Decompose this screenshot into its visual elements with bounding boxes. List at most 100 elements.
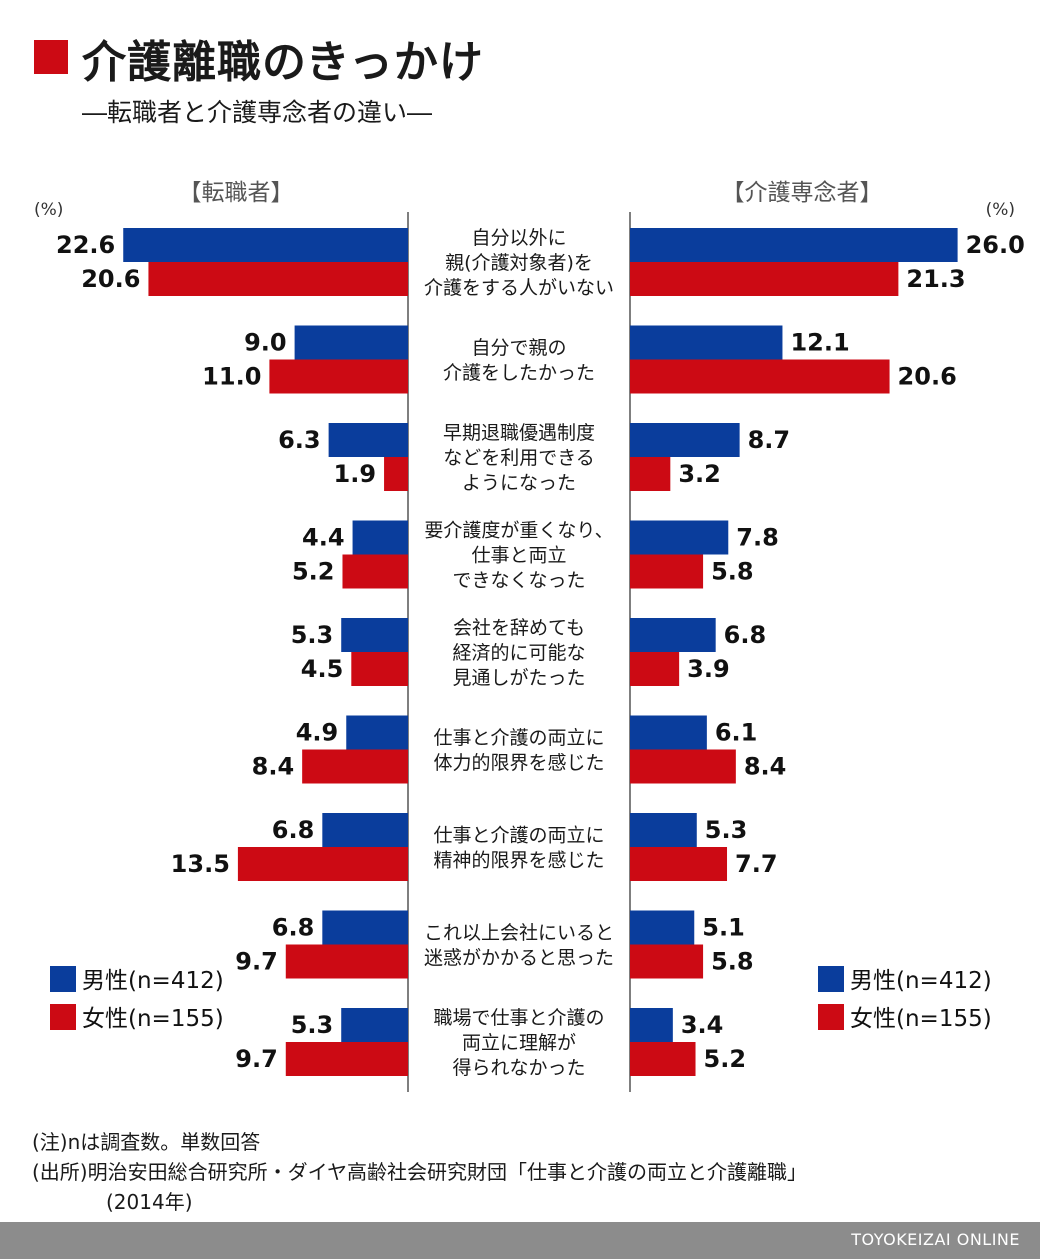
bar-left <box>322 813 408 847</box>
bar-right <box>630 325 783 360</box>
data-label: 6.8 <box>272 914 315 942</box>
data-label: 3.4 <box>681 1011 724 1039</box>
bar-left <box>237 847 408 881</box>
title-block: 介護離職のきっかけ ―転職者と介護専念者の違い― <box>0 0 1040 150</box>
category-label: これ以上会社にいると <box>424 922 614 944</box>
bar-right <box>630 359 890 394</box>
bar-right <box>630 715 707 750</box>
category-label: 職場で仕事と介護の <box>433 1007 604 1029</box>
bar-right <box>630 554 704 589</box>
legend-swatch <box>50 966 76 992</box>
footer-bar: TOYOKEIZAI ONLINE <box>0 1222 1040 1259</box>
bar-right <box>630 1042 696 1076</box>
bar-left <box>341 1008 408 1042</box>
panel-title-right: 【介護専念者】 <box>722 180 883 206</box>
bar-left <box>342 554 408 589</box>
bar-left <box>322 910 408 945</box>
bar-right <box>630 228 958 262</box>
category-label: 自分で親の <box>471 337 566 359</box>
data-label: 5.2 <box>292 558 335 586</box>
data-label: 9.7 <box>235 948 278 976</box>
data-label: 5.8 <box>711 558 754 586</box>
bar-left <box>285 1042 408 1076</box>
data-label: 4.9 <box>296 719 339 747</box>
bar-left <box>384 457 408 491</box>
legend-swatch <box>818 966 844 992</box>
chart-subtitle: ―転職者と介護専念者の違い― <box>82 98 433 127</box>
data-label: 1.9 <box>334 460 377 488</box>
bar-right <box>630 749 736 784</box>
bar-right <box>630 423 740 457</box>
category-label: 自分以外に <box>471 227 566 249</box>
bar-right <box>630 457 671 491</box>
category-label: 会社を辞めても <box>453 617 585 639</box>
bar-left <box>294 325 408 360</box>
data-label: 5.3 <box>291 621 334 649</box>
category-label: ようになった <box>462 472 576 494</box>
bar-left <box>302 749 408 784</box>
category-label: 仕事と両立 <box>471 545 566 567</box>
data-label: 20.6 <box>81 265 140 293</box>
legend-label: 女性(n=155) <box>850 1006 992 1032</box>
legend-label: 女性(n=155) <box>82 1006 224 1032</box>
data-label: 3.9 <box>687 655 730 683</box>
data-label: 3.2 <box>678 460 721 488</box>
bar-left <box>346 715 408 750</box>
data-label: 12.1 <box>790 329 849 357</box>
category-label: 体力的限界を感じた <box>433 752 604 774</box>
data-label: 5.8 <box>711 948 754 976</box>
bar-right <box>630 813 697 847</box>
data-label: 8.7 <box>748 426 791 454</box>
data-label: 8.4 <box>252 753 295 781</box>
data-label: 26.0 <box>966 231 1025 259</box>
bar-left <box>285 944 408 979</box>
bar-right <box>630 1008 673 1042</box>
title-marker <box>34 40 68 74</box>
panel-title-left: 【転職者】 <box>179 180 294 206</box>
category-label: 迷惑がかかると思った <box>424 947 614 969</box>
bar-right <box>630 618 716 652</box>
category-label: 仕事と介護の両立に <box>433 727 604 749</box>
data-label: 7.7 <box>735 850 778 878</box>
bar-left <box>328 423 408 457</box>
category-label: 早期退職優遇制度 <box>443 422 595 444</box>
category-label: などを利用できる <box>443 447 595 469</box>
bar-right <box>630 944 704 979</box>
category-label: 親(介護対象者)を <box>445 252 593 274</box>
data-label: 5.3 <box>291 1011 334 1039</box>
category-label: 仕事と介護の両立に <box>433 825 604 847</box>
category-label: 精神的限界を感じた <box>433 850 604 872</box>
unit-label-right: (%) <box>986 200 1015 220</box>
category-label: 両立に理解が <box>462 1032 576 1054</box>
chart-title: 介護離職のきっかけ <box>82 37 484 88</box>
data-label: 9.7 <box>235 1045 278 1073</box>
bar-left <box>148 262 408 296</box>
category-label: 介護をしたかった <box>443 362 595 384</box>
data-label: 8.4 <box>744 753 787 781</box>
data-label: 13.5 <box>171 850 230 878</box>
data-label: 20.6 <box>898 363 957 391</box>
data-label: 4.4 <box>302 524 345 552</box>
data-label: 6.3 <box>278 426 321 454</box>
bar-right <box>630 520 729 555</box>
bar-right <box>630 847 728 881</box>
data-label: 22.6 <box>56 231 115 259</box>
data-label: 5.3 <box>705 816 748 844</box>
bar-left <box>341 618 408 652</box>
note-source: (出所)明治安田総合研究所・ダイヤ高齢社会研究財団「仕事と介護の両立と介護離職」 <box>32 1160 808 1184</box>
category-label: 経済的に可能な <box>452 642 585 664</box>
legend-swatch <box>50 1004 76 1030</box>
bar-right <box>630 652 680 686</box>
category-label: 得られなかった <box>452 1057 585 1079</box>
category-label: 介護をする人がいない <box>424 277 614 299</box>
notes: (注)nは調査数。単数回答 (出所)明治安田総合研究所・ダイヤ高齢社会研究財団「… <box>32 1127 807 1217</box>
data-label: 21.3 <box>906 265 965 293</box>
footer-brand: TOYOKEIZAI ONLINE <box>851 1230 1020 1249</box>
bar-left <box>123 228 409 262</box>
bar-left <box>352 520 408 555</box>
data-label: 5.1 <box>702 914 745 942</box>
data-label: 7.8 <box>736 524 779 552</box>
bar-left <box>269 359 408 394</box>
legend-swatch <box>818 1004 844 1030</box>
category-label: できなくなった <box>452 570 585 592</box>
